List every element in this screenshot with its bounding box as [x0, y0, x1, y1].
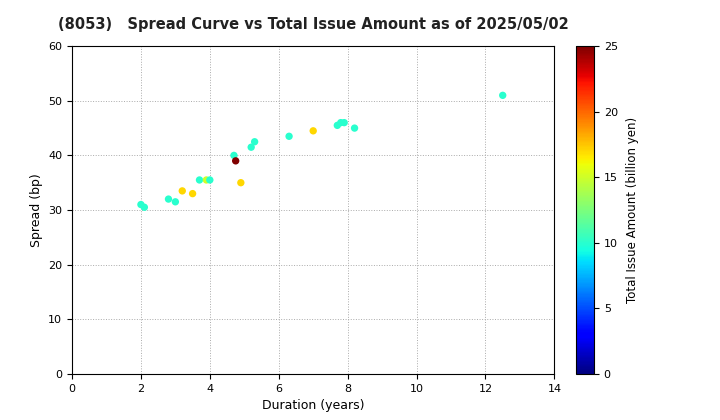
- Point: [235, 179, 246, 186]
- Point: [187, 190, 199, 197]
- Point: [246, 144, 257, 150]
- Point: [228, 152, 240, 159]
- Point: [170, 198, 181, 205]
- Point: [335, 119, 346, 126]
- Y-axis label: Total Issue Amount (billion yen): Total Issue Amount (billion yen): [626, 117, 639, 303]
- Point: [135, 201, 147, 208]
- Point: [139, 204, 150, 210]
- Point: [230, 158, 241, 164]
- X-axis label: Duration (years): Duration (years): [262, 399, 364, 412]
- Point: [331, 122, 343, 129]
- Point: [201, 176, 212, 183]
- Point: [194, 176, 205, 183]
- Point: [307, 127, 319, 134]
- Point: [249, 138, 261, 145]
- Point: [163, 196, 174, 202]
- Point: [348, 125, 360, 131]
- Point: [283, 133, 295, 139]
- Point: [204, 176, 215, 183]
- Y-axis label: Spread (bp): Spread (bp): [30, 173, 42, 247]
- Point: [338, 119, 350, 126]
- Text: (8053)   Spread Curve vs Total Issue Amount as of 2025/05/02: (8053) Spread Curve vs Total Issue Amoun…: [58, 17, 568, 32]
- Point: [497, 92, 508, 99]
- Point: [176, 187, 188, 194]
